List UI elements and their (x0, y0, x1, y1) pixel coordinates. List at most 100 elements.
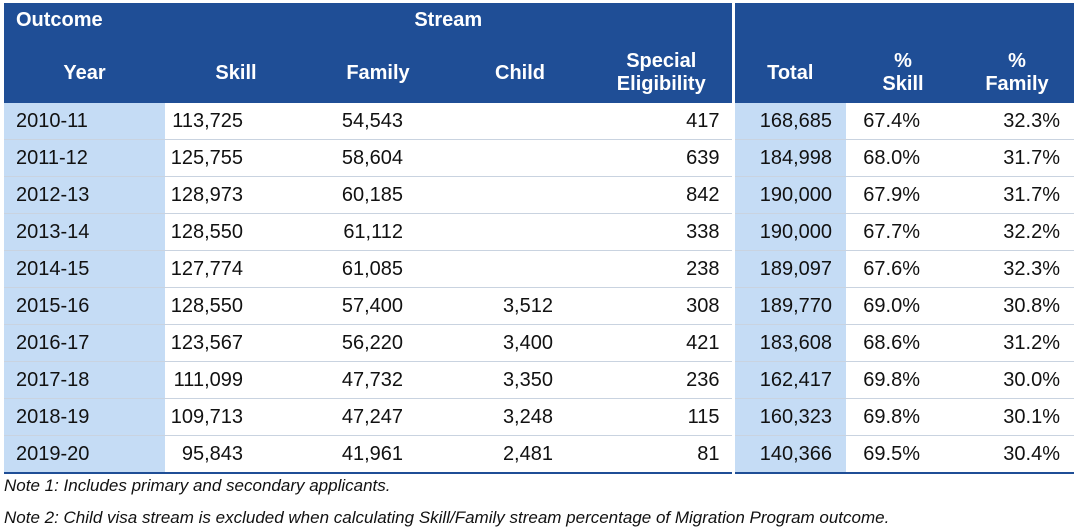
table-row: 2016-17 123,567 56,220 3,400 421 183,608 68.6%… (4, 324, 1074, 362)
cell-year: 2013-14 (4, 213, 165, 251)
pct-skill-line2: Skill (882, 73, 924, 95)
pct-skill-header: % Skill (846, 43, 960, 103)
cell-pct-family: 30.8% (960, 287, 1074, 325)
table-row: 2013-14 128,550 61,112 338 190,000 67.7% 32.2% (4, 213, 1074, 251)
header-row-top: Outcome Stream (4, 3, 1074, 43)
cell-child (449, 139, 591, 177)
table-row: 2014-15 127,774 61,085 238 189,097 67.6% 32.3% (4, 250, 1074, 288)
year-header: Year (4, 43, 165, 103)
table-row: 2015-16 128,550 57,400 3,512 308 189,770 69.0%… (4, 287, 1074, 325)
outcome-header: Outcome (4, 3, 165, 43)
cell-special: 842 (591, 176, 735, 214)
table-row: 2011-12 125,755 58,604 639 184,998 68.0% 31.7% (4, 139, 1074, 177)
child-header: Child (449, 43, 591, 103)
cell-special: 238 (591, 250, 735, 288)
cell-family: 60,185 (307, 176, 449, 214)
cell-pct-skill: 69.5% (846, 435, 960, 474)
cell-family: 47,732 (307, 361, 449, 399)
cell-pct-family: 32.2% (960, 213, 1074, 251)
cell-skill: 128,550 (165, 287, 307, 325)
cell-pct-family: 30.4% (960, 435, 1074, 474)
table-body: 2010-11 113,725 54,543 417 168,685 67.4% 32.3%… (4, 103, 1074, 474)
cell-child: 3,512 (449, 287, 591, 325)
cell-family: 47,247 (307, 398, 449, 436)
stream-header: Stream (165, 3, 735, 43)
cell-child: 3,248 (449, 398, 591, 436)
cell-skill: 125,755 (165, 139, 307, 177)
cell-family: 57,400 (307, 287, 449, 325)
cell-year: 2019-20 (4, 435, 165, 474)
table-row: 2018-19 109,713 47,247 3,248 115 160,323 69.8%… (4, 398, 1074, 436)
table-row: 2017-18 111,099 47,732 3,350 236 162,417 69.8%… (4, 361, 1074, 399)
cell-child (449, 213, 591, 251)
cell-skill: 123,567 (165, 324, 307, 362)
table-row: 2019-20 95,843 41,961 2,481 81 140,366 69.5% 30… (4, 435, 1074, 474)
special-line1: Special (626, 50, 697, 72)
cell-skill: 113,725 (165, 103, 307, 140)
note-1: Note 1: Includes primary and secondary a… (4, 476, 391, 495)
cell-year: 2015-16 (4, 287, 165, 325)
cell-family: 58,604 (307, 139, 449, 177)
special-eligibility-header: Special Eligibility (591, 43, 735, 103)
cell-pct-skill: 68.6% (846, 324, 960, 362)
cell-skill: 127,774 (165, 250, 307, 288)
cell-pct-skill: 67.7% (846, 213, 960, 251)
skill-header: Skill (165, 43, 307, 103)
cell-total: 162,417 (733, 361, 846, 399)
cell-special: 338 (591, 213, 735, 251)
cell-total: 140,366 (733, 435, 846, 474)
cell-child: 2,481 (449, 435, 591, 474)
cell-child (449, 176, 591, 214)
cell-total: 183,608 (733, 324, 846, 362)
cell-year: 2017-18 (4, 361, 165, 399)
pct-skill-line1: % (894, 50, 912, 72)
note-2: Note 2: Child visa stream is excluded wh… (4, 508, 890, 527)
cell-special: 308 (591, 287, 735, 325)
cell-pct-family: 32.3% (960, 103, 1074, 140)
cell-skill: 109,713 (165, 398, 307, 436)
header-row-columns: Year Skill Family Child Special Eligibil… (4, 43, 1074, 103)
cell-year: 2016-17 (4, 324, 165, 362)
special-line2: Eligibility (616, 73, 706, 95)
cell-child: 3,350 (449, 361, 591, 399)
cell-family: 41,961 (307, 435, 449, 474)
cell-year: 2011-12 (4, 139, 165, 177)
cell-total: 189,770 (733, 287, 846, 325)
cell-total: 190,000 (733, 213, 846, 251)
pct-family-header: % Family (960, 43, 1074, 103)
cell-special: 115 (591, 398, 735, 436)
cell-pct-family: 30.1% (960, 398, 1074, 436)
cell-total: 168,685 (733, 103, 846, 140)
cell-special: 417 (591, 103, 735, 140)
cell-pct-family: 32.3% (960, 250, 1074, 288)
cell-pct-skill: 67.4% (846, 103, 960, 140)
cell-total: 190,000 (733, 176, 846, 214)
cell-skill: 95,843 (165, 435, 307, 474)
cell-pct-family: 31.7% (960, 176, 1074, 214)
cell-pct-skill: 69.8% (846, 361, 960, 399)
cell-pct-skill: 69.8% (846, 398, 960, 436)
cell-year: 2014-15 (4, 250, 165, 288)
cell-special: 639 (591, 139, 735, 177)
cell-pct-skill: 69.0% (846, 287, 960, 325)
cell-family: 61,112 (307, 213, 449, 251)
total-header: Total (733, 43, 846, 103)
family-header: Family (307, 43, 449, 103)
cell-skill: 128,973 (165, 176, 307, 214)
cell-pct-skill: 67.6% (846, 250, 960, 288)
cell-total: 160,323 (733, 398, 846, 436)
cell-family: 61,085 (307, 250, 449, 288)
cell-pct-skill: 67.9% (846, 176, 960, 214)
migration-outcome-table: Outcome Stream Year Skill Family Child S… (4, 3, 1074, 474)
table-row: 2012-13 128,973 60,185 842 190,000 67.9% 31.7% (4, 176, 1074, 214)
cell-special: 236 (591, 361, 735, 399)
table-row: 2010-11 113,725 54,543 417 168,685 67.4% 32.3% (4, 103, 1074, 140)
cell-child (449, 103, 591, 140)
cell-skill: 128,550 (165, 213, 307, 251)
cell-pct-skill: 68.0% (846, 139, 960, 177)
cell-total: 184,998 (733, 139, 846, 177)
cell-pct-family: 31.7% (960, 139, 1074, 177)
cell-pct-family: 30.0% (960, 361, 1074, 399)
cell-special: 421 (591, 324, 735, 362)
